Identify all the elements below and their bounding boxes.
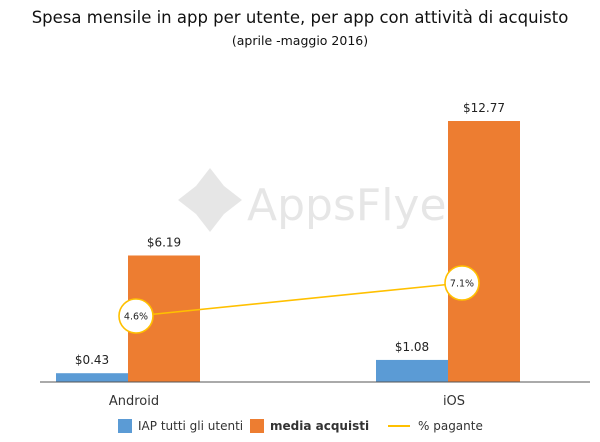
paying-label-android: 4.6% [124,312,148,323]
x-tick-label-android: Android [109,394,159,409]
legend-item-iap: IAP tutti gli utenti [118,418,243,434]
data-label-purchase-android: $6.19 [147,235,181,249]
x-tick-label-ios: iOS [443,394,465,409]
bar-iap-ios [376,359,448,382]
watermark-text: AppsFlyer [247,180,466,231]
paying-marker-android [118,298,154,334]
legend-label-purchase: media acquisti [270,419,370,433]
paying-marker-ios [444,265,480,301]
legend-swatch-paying [388,425,410,427]
appsflyer-watermark: AppsFlyer [178,168,466,232]
chart-title: Spesa mensile in app per utente, per app… [31,8,569,27]
legend-label-paying: % pagante [418,419,483,433]
bar-purchase-ios [448,121,520,382]
data-label-purchase-ios: $12.77 [463,101,505,115]
legend-item-paying: % pagante [388,418,483,434]
legend-swatch-iap [118,419,132,433]
paying-label-ios: 7.1% [450,279,474,290]
chart-subtitle: (aprile -maggio 2016) [231,33,369,48]
bar-iap-android [56,373,128,382]
legend-swatch-purchase [250,419,264,433]
data-label-iap-ios: $1.08 [395,340,429,354]
appsflyer-logo-icon [178,168,242,232]
legend-label-iap: tutti gli utenti [160,419,244,433]
legend-item-purchase: media acquisti [250,418,369,434]
legend-label-iap-prefix: IAP [138,419,157,433]
paying-line [135,282,463,317]
data-label-iap-android: $0.43 [75,353,109,367]
